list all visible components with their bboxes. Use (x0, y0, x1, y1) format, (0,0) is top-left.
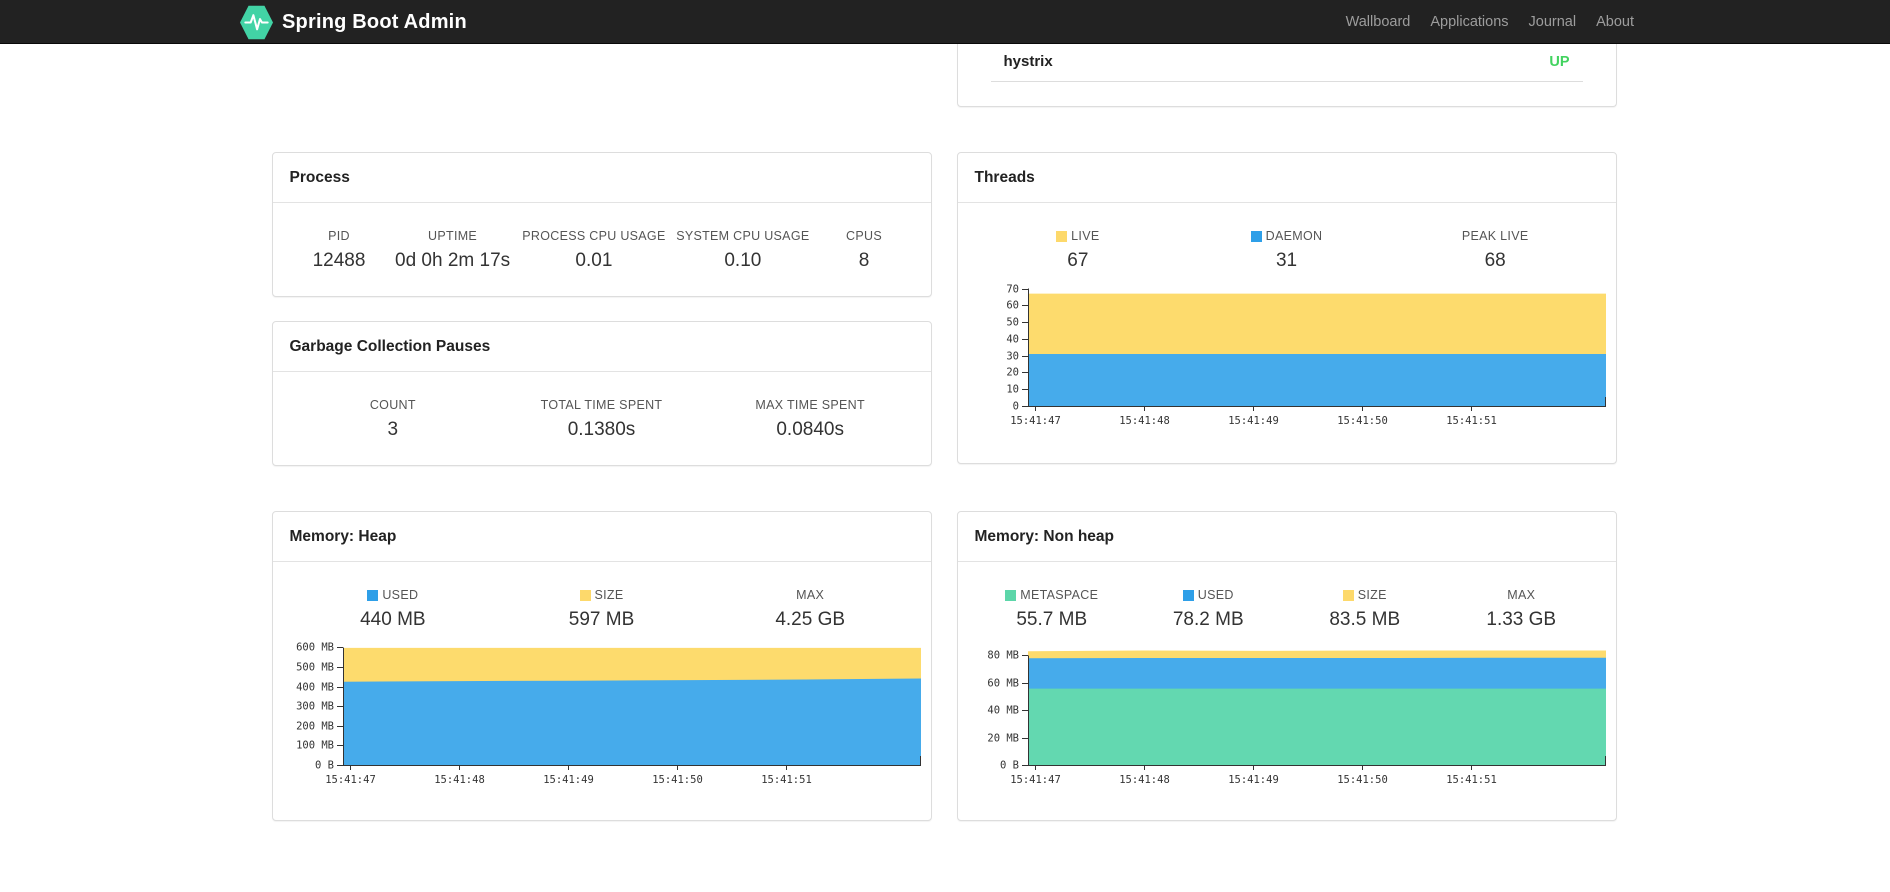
stat-gc-total-time: TOTAL TIME SPENT 0.1380s (540, 398, 663, 440)
threads-panel: Threads LIVE 67 DAEMON 31 PEAK LIVE (956, 152, 1617, 464)
nav-item-applications[interactable]: Applications (1430, 14, 1509, 30)
memory-heap-chart: 0 B 100 MB 200 MB 300 MB 400 MB 500 MB 600 MB 1… (296, 642, 921, 786)
stat-heap-used: USED 440 MB (360, 588, 426, 630)
svg-text:15:41:48: 15:41:48 (434, 774, 485, 786)
stat-gc-max-time: MAX TIME SPENT 0.0840s (755, 398, 865, 440)
process-panel: Process PID 12488 UPTIME 0d 0h 2m 17s PR… (271, 152, 932, 297)
health-indicator-row: hystrix UP (990, 44, 1583, 82)
stat-system-cpu-usage: SYSTEM CPU USAGE 0.10 (676, 229, 810, 271)
svg-text:0 B: 0 B (315, 760, 334, 772)
svg-text:15:41:51: 15:41:51 (761, 774, 812, 786)
heap-stats: USED 440 MB SIZE 597 MB MAX 4.25 GB (273, 562, 931, 631)
process-panel-title: Process (272, 153, 931, 203)
svg-text:70: 70 (1006, 284, 1019, 296)
svg-text:15:41:47: 15:41:47 (1010, 774, 1061, 786)
stat-nonheap-used: USED 78.2 MB (1172, 588, 1244, 630)
process-stats: PID 12488 UPTIME 0d 0h 2m 17s PROCESS CP… (273, 203, 931, 272)
heap-panel-title: Memory: Heap (272, 512, 931, 562)
stat-threads-daemon: DAEMON 31 (1182, 229, 1391, 272)
svg-text:15:41:50: 15:41:50 (652, 774, 703, 786)
svg-text:15:41:51: 15:41:51 (1446, 774, 1497, 786)
gc-pauses-panel: Garbage Collection Pauses COUNT 3 TOTAL … (271, 321, 932, 466)
svg-text:15:41:47: 15:41:47 (1010, 415, 1061, 427)
stat-gc-count: COUNT 3 (369, 398, 416, 440)
nav-links: Wallboard Applications Journal About (1336, 14, 1634, 30)
svg-text:30: 30 (1006, 351, 1019, 363)
stat-heap-size: SIZE 597 MB (568, 588, 635, 630)
stat-nonheap-metaspace: METASPACE 55.7 MB (974, 588, 1131, 631)
memory-nonheap-panel: Memory: Non heap METASPACE 55.7 MB USED … (956, 511, 1617, 821)
health-indicator-name: hystrix (1003, 53, 1053, 70)
size-legend-swatch-icon (1342, 589, 1354, 601)
used-legend-swatch-icon (367, 589, 379, 601)
daemon-legend-swatch-icon (1250, 230, 1262, 242)
spring-boot-admin-logo-icon (240, 4, 273, 41)
svg-text:400 MB: 400 MB (296, 682, 334, 694)
brand-title: Spring Boot Admin (282, 10, 467, 33)
svg-text:40 MB: 40 MB (987, 705, 1019, 717)
svg-text:300 MB: 300 MB (296, 701, 334, 713)
live-legend-swatch-icon (1056, 230, 1068, 242)
gc-stats: COUNT 3 TOTAL TIME SPENT 0.1380s MAX TIM… (273, 372, 931, 441)
stat-process-cpu-usage: PROCESS CPU USAGE 0.01 (522, 229, 666, 271)
svg-text:0 B: 0 B (1000, 760, 1019, 772)
stat-threads-live: LIVE 67 (974, 229, 1183, 272)
nav-item-journal[interactable]: Journal (1528, 14, 1577, 30)
svg-text:100 MB: 100 MB (296, 740, 334, 752)
stat-nonheap-max: MAX 1.33 GB (1486, 588, 1557, 630)
svg-text:20: 20 (1006, 367, 1019, 379)
svg-text:10: 10 (1006, 384, 1019, 396)
svg-text:0: 0 (1012, 401, 1018, 413)
metaspace-legend-swatch-icon (1005, 589, 1017, 601)
stat-threads-peak-live: PEAK LIVE 68 (1461, 229, 1529, 271)
stat-pid: PID 12488 (312, 229, 366, 271)
svg-text:40: 40 (1006, 334, 1019, 346)
svg-text:15:41:50: 15:41:50 (1337, 415, 1388, 427)
stat-heap-max: MAX 4.25 GB (775, 588, 846, 630)
svg-text:15:41:51: 15:41:51 (1446, 415, 1497, 427)
svg-text:15:41:50: 15:41:50 (1337, 774, 1388, 786)
svg-text:500 MB: 500 MB (296, 662, 334, 674)
nav-item-wallboard[interactable]: Wallboard (1345, 14, 1411, 30)
svg-text:15:41:48: 15:41:48 (1119, 415, 1170, 427)
stat-cpus: CPUS 8 (846, 229, 882, 271)
status-badge: UP (1549, 53, 1570, 70)
svg-text:15:41:47: 15:41:47 (325, 774, 376, 786)
used-legend-swatch-icon (1182, 589, 1194, 601)
svg-text:15:41:49: 15:41:49 (543, 774, 594, 786)
threads-chart: 0 10 20 30 40 50 60 70 15:41:47 15:41:48 15:41:49 1… (1006, 284, 1606, 427)
stat-nonheap-size: SIZE 83.5 MB (1329, 588, 1401, 630)
health-details-panel: hystrix UP (956, 44, 1617, 107)
memory-heap-panel: Memory: Heap USED 440 MB SIZE 597 MB (271, 511, 932, 821)
svg-text:15:41:49: 15:41:49 (1228, 415, 1279, 427)
threads-stats: LIVE 67 DAEMON 31 PEAK LIVE 68 (958, 203, 1616, 272)
size-legend-swatch-icon (579, 589, 591, 601)
nav-item-about[interactable]: About (1596, 14, 1634, 30)
svg-text:15:41:49: 15:41:49 (1228, 774, 1279, 786)
svg-text:15:41:48: 15:41:48 (1119, 774, 1170, 786)
svg-text:600 MB: 600 MB (296, 642, 334, 654)
svg-text:20 MB: 20 MB (987, 733, 1019, 745)
svg-text:60 MB: 60 MB (987, 678, 1019, 690)
svg-text:60: 60 (1006, 300, 1019, 312)
svg-text:200 MB: 200 MB (296, 721, 334, 733)
nonheap-panel-title: Memory: Non heap (957, 512, 1616, 562)
memory-nonheap-chart: 0 B 20 MB 40 MB 60 MB 80 MB 15:41:47 15:41:48 1… (987, 650, 1606, 786)
svg-text:80 MB: 80 MB (987, 650, 1019, 662)
nonheap-stats: METASPACE 55.7 MB USED 78.2 MB SIZE 83.5… (958, 562, 1616, 631)
brand-link[interactable]: Spring Boot Admin (240, 4, 467, 41)
threads-panel-title: Threads (957, 153, 1616, 203)
gc-panel-title: Garbage Collection Pauses (272, 322, 931, 372)
stat-uptime: UPTIME 0d 0h 2m 17s (395, 229, 511, 271)
top-navbar: Spring Boot Admin Wallboard Applications… (0, 0, 1890, 44)
svg-text:50: 50 (1006, 317, 1019, 329)
